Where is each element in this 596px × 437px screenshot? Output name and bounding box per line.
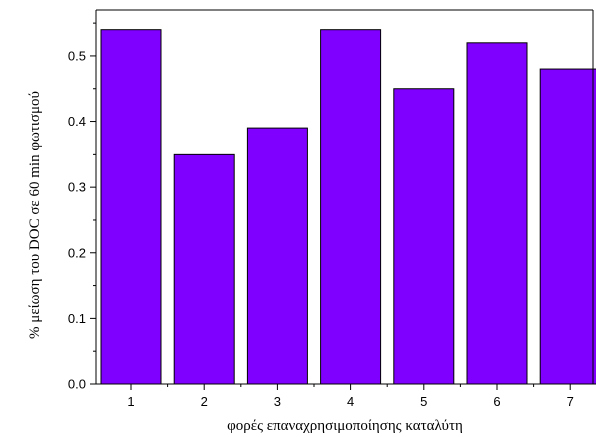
x-axis-title: φορές επαναχρησιμοποίησης καταλύτη bbox=[227, 418, 463, 434]
x-tick-label: 4 bbox=[347, 394, 354, 409]
bar-5 bbox=[393, 88, 455, 385]
x-tick-label: 6 bbox=[493, 394, 500, 409]
y-tick-label: 0.0 bbox=[68, 377, 86, 392]
bar-2 bbox=[173, 153, 235, 385]
y-tick-label: 0.4 bbox=[68, 114, 86, 129]
x-tick-label: 7 bbox=[567, 394, 574, 409]
axes-group bbox=[95, 9, 594, 385]
bar-7 bbox=[539, 68, 596, 385]
x-tick-label: 2 bbox=[201, 394, 208, 409]
bar-6 bbox=[466, 42, 528, 385]
y-axis-title: % μείωση του DOC σε 60 min φωτισμού bbox=[27, 91, 43, 339]
y-tick-label: 0.1 bbox=[68, 311, 86, 326]
x-ticks-group: 1 2 3 4 5 6 7 bbox=[127, 384, 574, 409]
bar-3 bbox=[246, 127, 308, 385]
y-tick-label: 0.5 bbox=[68, 48, 86, 63]
y-tick-label: 0.2 bbox=[68, 245, 86, 260]
x-tick-label: 3 bbox=[274, 394, 281, 409]
bar-4 bbox=[320, 29, 382, 385]
y-tick-label: 0.3 bbox=[68, 180, 86, 195]
x-tick-label: 1 bbox=[127, 394, 134, 409]
y-ticks-group: 0.0 0.1 0.2 0.3 0.4 0.5 bbox=[68, 22, 96, 392]
bar-1 bbox=[100, 29, 162, 385]
bars-group bbox=[100, 29, 596, 385]
x-tick-label: 5 bbox=[420, 394, 427, 409]
